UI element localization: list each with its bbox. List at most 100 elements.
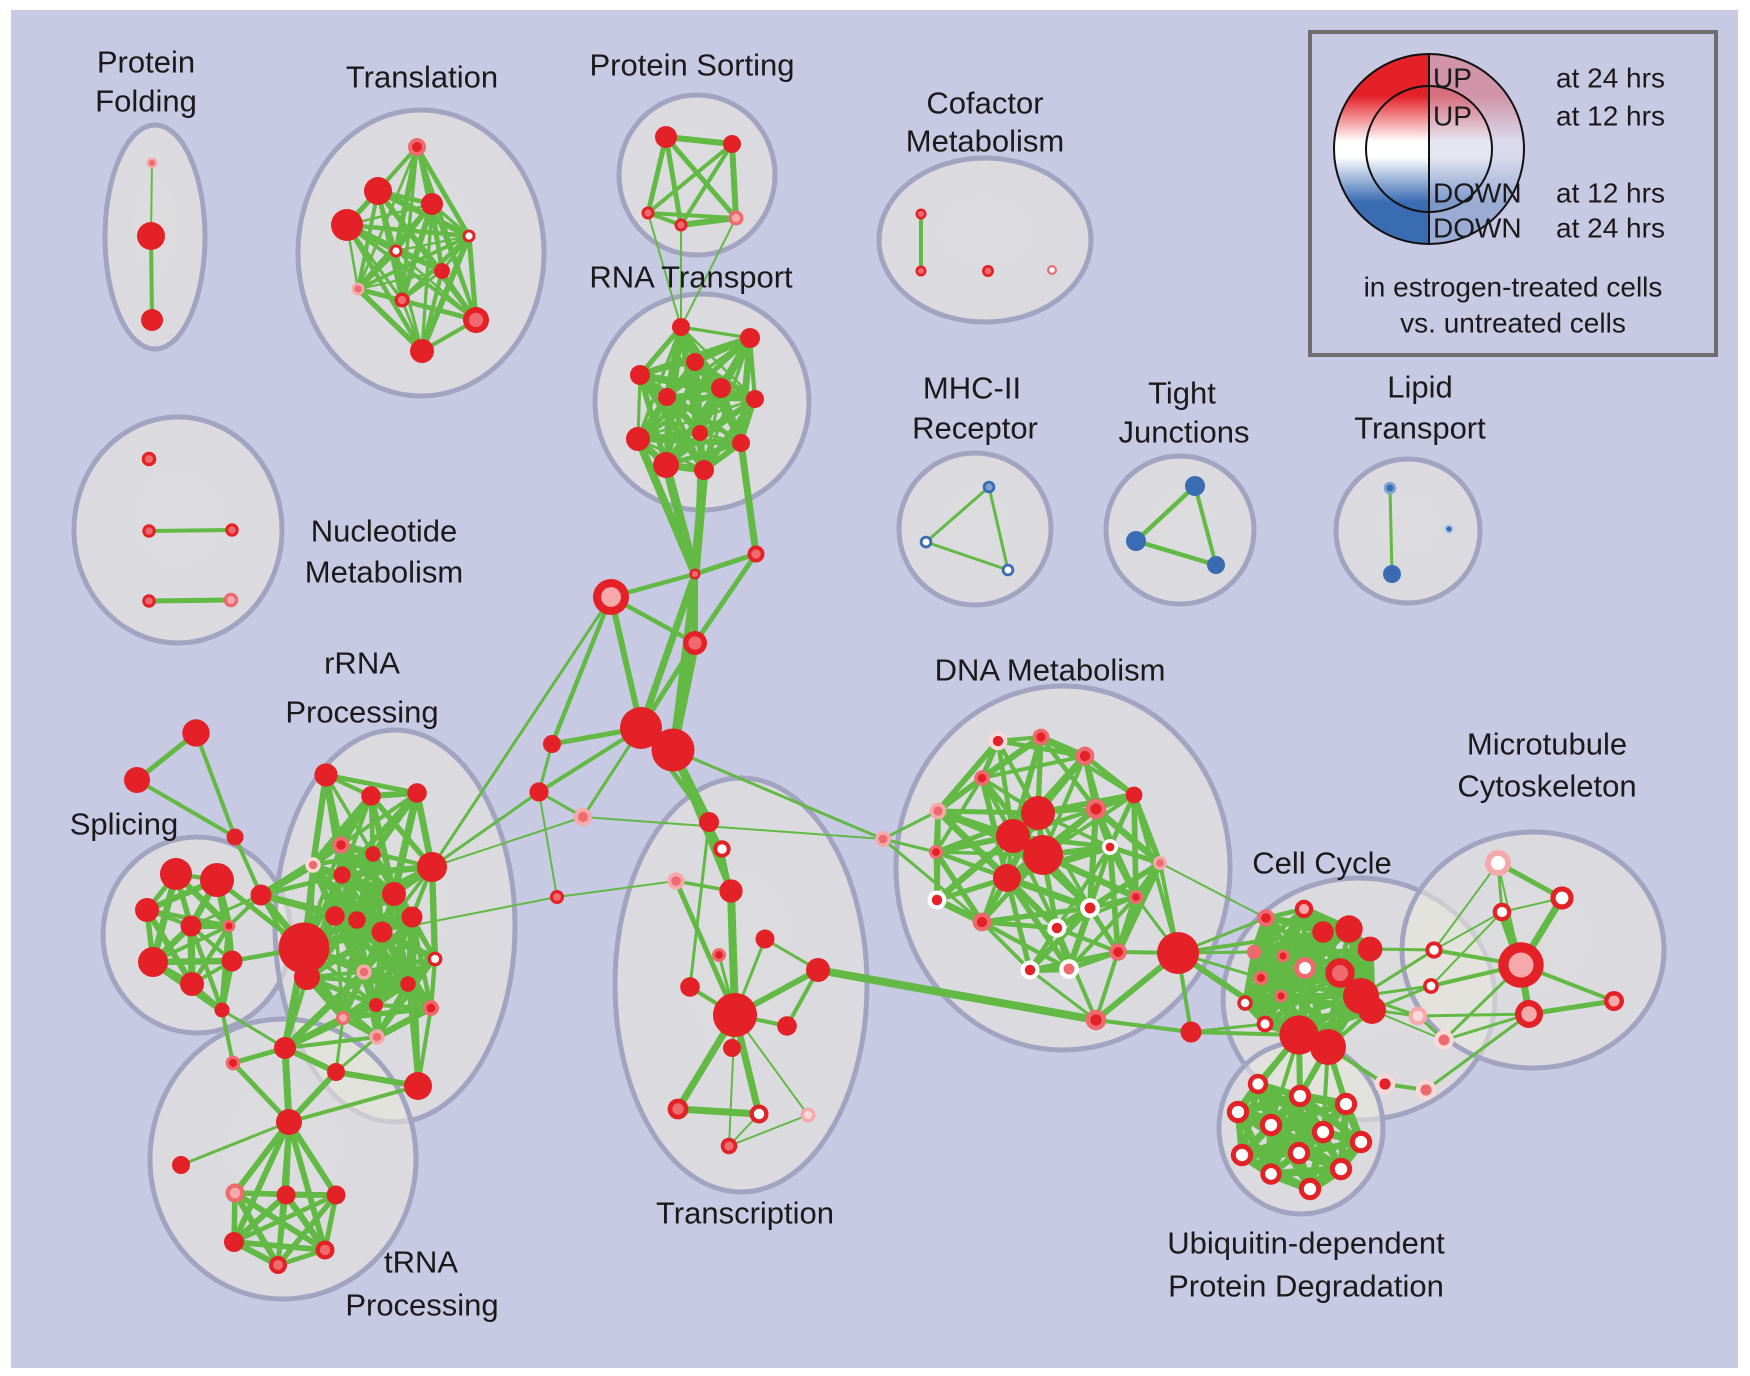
node-d1	[1032, 728, 1050, 746]
node-h1	[651, 728, 695, 772]
node-rr11	[371, 921, 393, 943]
edge-q1-q6	[231, 1119, 292, 1245]
node-inner-g2	[578, 812, 588, 822]
edge-rr14-rr20	[303, 973, 381, 1041]
cluster-label-ubiquitin_degradation-line0: Ubiquitin-dependent	[1167, 1226, 1445, 1261]
edge-rr2-rr6	[369, 789, 421, 858]
edge-h1-d14	[671, 748, 885, 841]
node-outer-d8	[996, 819, 1030, 853]
edge-q6-q7	[231, 1239, 328, 1253]
node-outer-x10	[680, 977, 700, 997]
node-u3	[1226, 1100, 1250, 1124]
node-d11	[1102, 839, 1118, 855]
node-inner-u9	[1265, 1168, 1277, 1180]
node-rr23	[404, 1072, 432, 1100]
node-inner-u1	[1293, 1089, 1307, 1103]
node-rr19	[336, 1011, 350, 1025]
node-inner-cc7	[1298, 961, 1312, 975]
node-inner-u5	[1316, 1125, 1330, 1139]
node-cc0	[1257, 909, 1275, 927]
node-m1	[1550, 886, 1574, 910]
node-outer-rt10	[653, 452, 679, 478]
node-rr14	[294, 964, 320, 990]
legend-when-2: at 12 hrs	[1556, 178, 1665, 209]
legend-note-0: in estrogen-treated cells	[1364, 272, 1663, 303]
edge-rt3-rt6	[636, 371, 759, 403]
node-sp7	[221, 950, 243, 972]
node-cc6	[1276, 949, 1290, 963]
node-inner-d2	[1079, 750, 1091, 762]
node-inner-lt0	[1386, 484, 1394, 492]
edge-d11-d20	[1107, 844, 1121, 955]
node-rt2	[686, 353, 704, 371]
node-nm3	[142, 594, 156, 608]
node-inner-cc0	[1261, 913, 1271, 923]
node-inner-u10	[1334, 1162, 1348, 1176]
cluster-label-microtubule_cytoskeleton-line1: Cytoskeleton	[1457, 769, 1636, 804]
edge-tl6-tl7	[356, 269, 444, 291]
node-g2	[574, 808, 592, 826]
edge-d10-d18	[1003, 874, 1094, 912]
node-inner-u0	[1252, 1078, 1264, 1090]
node-rr2	[407, 783, 427, 803]
node-x3	[719, 879, 743, 903]
node-outer-d5	[1125, 786, 1143, 804]
node-c0	[689, 568, 701, 580]
cluster-label-lipid_transport-line1: Transport	[1354, 411, 1486, 446]
node-ps3	[674, 218, 688, 232]
node-outer-x7	[777, 1016, 797, 1036]
node-inner-cc12	[1260, 1019, 1270, 1029]
edge-q5-q6	[231, 1192, 339, 1245]
node-rr22	[327, 1063, 345, 1081]
node-inner-w0	[1429, 945, 1439, 955]
node-inner-tl0	[412, 142, 422, 152]
node-inner-sp4	[225, 922, 233, 930]
node-outer-ta1	[124, 767, 150, 793]
node-d17	[1047, 918, 1067, 938]
node-outer-rr8	[382, 882, 406, 906]
edge-tl2-tl6	[429, 201, 445, 274]
node-inner-nm0	[144, 454, 154, 464]
edge-mh0-mh2	[987, 485, 1010, 572]
edge-q3-q8	[231, 1189, 282, 1269]
edge-c0-h0	[637, 570, 699, 732]
node-outer-rr10	[348, 911, 366, 929]
node-outer-b0	[250, 884, 272, 906]
node-outer-q5	[326, 1185, 346, 1205]
node-cc16	[1358, 996, 1386, 1024]
legend: UP at 24 hrs UP at 12 hrs DOWN at 12 hrs DOWN a…	[1308, 30, 1718, 357]
node-tj2	[1207, 556, 1225, 574]
edge-d11-d17	[1055, 845, 1112, 930]
node-m7	[1515, 1000, 1543, 1028]
edge-ps1-ps2	[646, 142, 734, 215]
node-inner-w2	[1412, 1010, 1424, 1022]
cluster-label-protein_folding-line0: Protein	[97, 45, 195, 80]
edge-rr20-rr21	[373, 1004, 435, 1041]
node-inner-cc1	[1298, 903, 1310, 915]
node-outer-tj1	[1126, 531, 1146, 551]
node-inner-mh1	[922, 538, 930, 546]
edge-rr16-q0	[281, 968, 368, 1052]
node-outer-rt2	[686, 353, 704, 371]
edge-tl3-tl10	[344, 222, 425, 354]
edge-rr2-rr3	[338, 790, 420, 848]
node-inner-cf0	[917, 210, 925, 218]
node-d19	[1129, 890, 1143, 904]
node-cc3	[1335, 915, 1363, 943]
cluster-label-rrna_processing-line0: rRNA	[324, 646, 400, 681]
node-u9	[1260, 1163, 1282, 1185]
node-inner-d13	[932, 848, 940, 856]
node-q4	[276, 1185, 296, 1205]
edge-w0-m0	[1433, 862, 1499, 951]
node-u8	[1287, 1141, 1311, 1165]
edge-d19-d20	[1114, 893, 1140, 956]
node-outer-rr13	[278, 922, 330, 974]
node-rt5	[658, 388, 676, 406]
node-inner-m0	[1490, 855, 1506, 871]
node-outer-d7	[1021, 796, 1055, 830]
node-ps4	[728, 210, 744, 226]
node-outer-sp2	[135, 898, 159, 922]
cluster-label-mhc_ii_receptor-line0: MHC-II	[923, 371, 1021, 406]
edge-rr7-g2	[431, 816, 584, 868]
edge-tl6-tl8	[400, 269, 444, 302]
